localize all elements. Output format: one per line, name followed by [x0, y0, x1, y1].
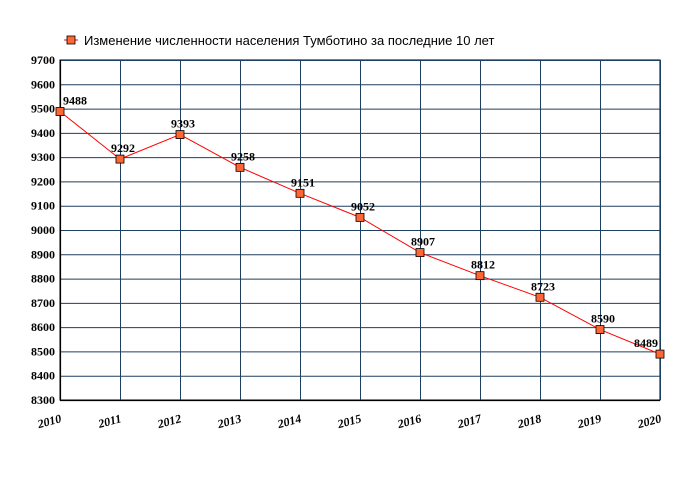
data-point: [295, 188, 305, 198]
data-label: 9292: [111, 141, 135, 155]
x-tick-label: 2016: [395, 411, 423, 431]
x-tick-label: 2020: [635, 411, 663, 431]
y-tick-label: 9500: [31, 102, 55, 116]
y-tick-label: 8300: [31, 393, 55, 407]
y-tick-label: 9000: [31, 223, 55, 237]
data-label: 8723: [531, 279, 555, 293]
x-tick-label: 2013: [215, 411, 243, 431]
y-tick-label: 8400: [31, 369, 55, 383]
data-point: [415, 248, 425, 257]
data-point: [595, 325, 605, 334]
data-label: 9258: [231, 149, 255, 163]
y-tick-label: 9200: [31, 174, 55, 188]
data-label: 8812: [471, 258, 495, 272]
data-label: 8590: [591, 312, 615, 326]
y-tick-label: 8900: [31, 247, 55, 261]
data-point: [535, 292, 545, 302]
legend: Изменение численности населения Тумботин…: [64, 33, 494, 48]
data-point: [235, 162, 245, 172]
x-tick-label: 2019: [575, 411, 603, 431]
x-axis-ticks: 2010 2011 2012 2013 2014 2015 2016 2017 2018 2019…: [35, 411, 663, 431]
x-tick-label: 2011: [96, 411, 123, 431]
y-tick-label: 8800: [31, 272, 55, 286]
y-tick-label: 9100: [31, 199, 55, 213]
data-label: 8489: [634, 336, 658, 350]
data-point: [655, 349, 665, 359]
x-tick-label: 2014: [275, 411, 303, 431]
data-label: 9488: [63, 93, 87, 107]
grid: [59, 59, 661, 402]
data-label: 9151: [291, 175, 315, 189]
data-labels: 9488 9292 9393 9258 9151 9052 8907 8812 8723 8590…: [63, 93, 658, 350]
y-tick-label: 9700: [31, 53, 55, 67]
series: [55, 107, 665, 359]
data-point: [475, 271, 485, 281]
y-tick-label: 8500: [31, 344, 55, 358]
data-label: 9393: [171, 117, 195, 131]
y-axis-ticks: 8300 8400 8500 8600 8700 8800 8900 9000 9100 9200…: [31, 53, 55, 407]
data-label: 8907: [411, 235, 435, 249]
y-tick-label: 9400: [31, 126, 55, 140]
x-tick-label: 2010: [35, 411, 63, 431]
y-tick-label: 8700: [31, 296, 55, 310]
data-point: [175, 130, 185, 139]
legend-marker: [66, 35, 76, 45]
data-point: [55, 107, 65, 116]
data-label: 9052: [351, 199, 375, 213]
data-point: [355, 212, 365, 222]
x-tick-label: 2017: [455, 411, 484, 431]
x-tick-label: 2012: [155, 411, 183, 431]
y-tick-label: 9600: [31, 77, 55, 91]
legend-label: Изменение численности населения Тумботин…: [84, 33, 494, 48]
x-tick-label: 2015: [335, 411, 363, 431]
x-tick-label: 2018: [515, 411, 543, 431]
y-tick-label: 8600: [31, 320, 55, 334]
data-point: [115, 154, 125, 164]
y-tick-label: 9300: [31, 150, 55, 164]
